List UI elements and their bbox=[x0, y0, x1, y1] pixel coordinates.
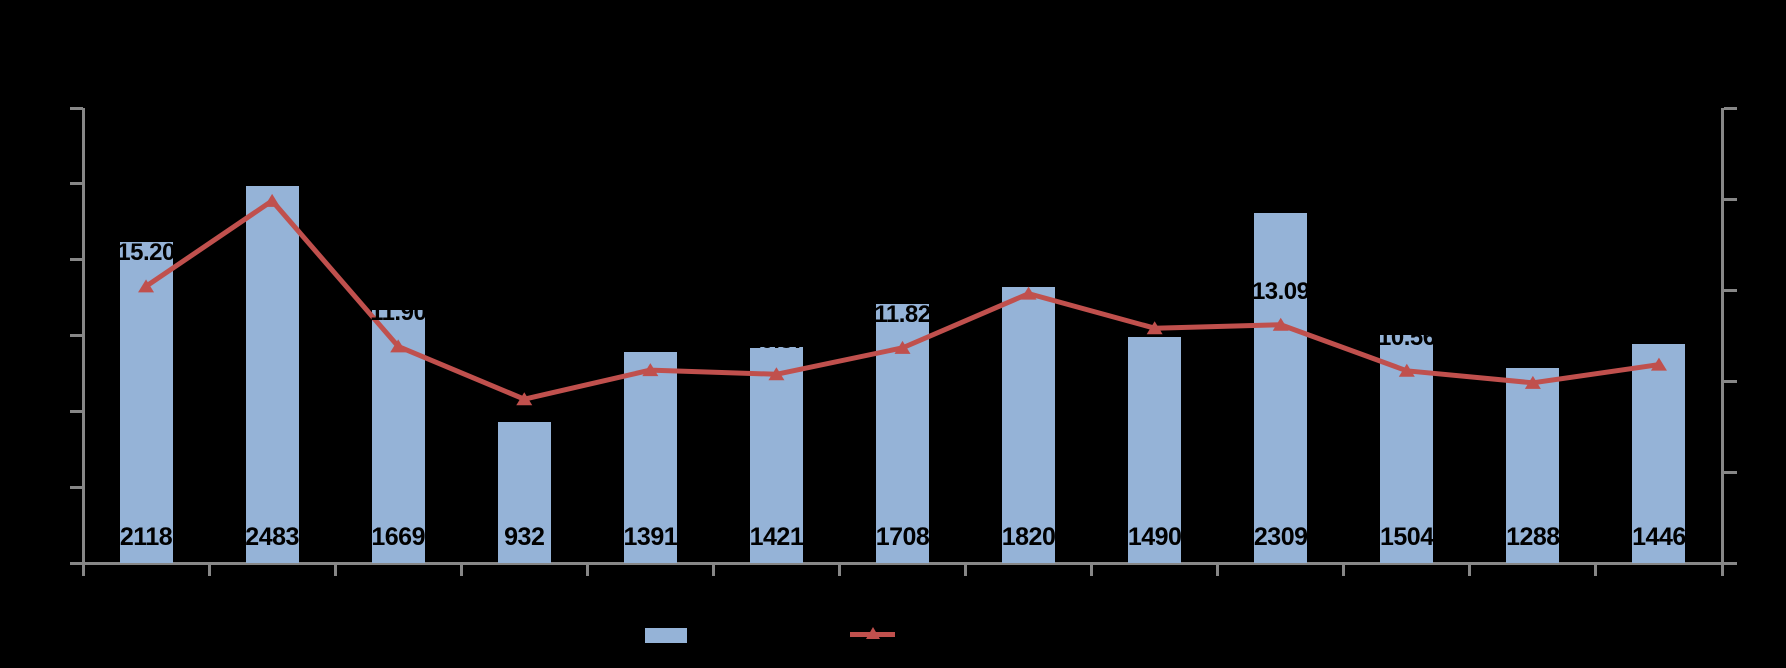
x-axis bbox=[75, 561, 1730, 565]
bar[interactable] bbox=[1632, 343, 1686, 563]
y-axis-right-tick bbox=[1723, 561, 1737, 565]
line-value-label: 15.20 bbox=[117, 239, 175, 267]
line-value-label: 19.90 bbox=[243, 153, 301, 181]
line-value-label: 10.37 bbox=[747, 327, 806, 355]
x-axis-tick bbox=[964, 563, 968, 576]
y-axis-right-tick bbox=[1723, 379, 1737, 383]
x-axis-tick bbox=[837, 563, 841, 576]
y-axis-left-tick bbox=[70, 106, 83, 110]
line-point-marker[interactable] bbox=[1020, 286, 1037, 300]
x-axis-tick bbox=[81, 563, 85, 576]
bar-value-label: 2483 bbox=[245, 523, 299, 551]
bar-value-label: 2309 bbox=[1253, 523, 1308, 551]
bar-value-label: 932 bbox=[504, 523, 545, 551]
bar-value-label: 1391 bbox=[623, 523, 678, 551]
bar[interactable] bbox=[1002, 286, 1056, 563]
line-value-label: 10.56 bbox=[1378, 323, 1436, 351]
x-axis-tick bbox=[711, 563, 715, 576]
line-value-label: 11.82 bbox=[874, 300, 931, 328]
bar-value-label: 1288 bbox=[1506, 523, 1560, 551]
bar-value-label: 1504 bbox=[1379, 523, 1434, 551]
y-axis-left-tick bbox=[70, 485, 83, 489]
y-axis-right-tick bbox=[1723, 288, 1737, 292]
y-axis-left bbox=[81, 108, 85, 571]
legend-triangle-marker-icon bbox=[866, 627, 880, 639]
line-point-marker[interactable] bbox=[1272, 317, 1289, 331]
line-value-label: 12.90 bbox=[1125, 281, 1184, 309]
x-axis-tick bbox=[333, 563, 337, 576]
line-value-label: 10.60 bbox=[621, 323, 680, 351]
line-point-marker[interactable] bbox=[390, 339, 407, 353]
line-point-marker[interactable] bbox=[642, 363, 659, 377]
line-point-marker[interactable] bbox=[264, 193, 281, 207]
bar[interactable] bbox=[1506, 367, 1560, 563]
bar-value-label: 1669 bbox=[371, 523, 425, 551]
line-value-label: 14.80 bbox=[999, 246, 1058, 274]
y-axis-left-tick bbox=[70, 409, 83, 413]
y-axis-right-tick bbox=[1723, 470, 1737, 474]
bar[interactable] bbox=[497, 421, 551, 563]
line-point-marker[interactable] bbox=[1650, 357, 1667, 371]
line-value-label: 13.09 bbox=[1251, 277, 1310, 305]
x-axis-tick bbox=[1594, 563, 1598, 576]
line-point-marker[interactable] bbox=[138, 279, 155, 293]
bar-value-label: 1421 bbox=[749, 523, 804, 551]
y-axis-right-tick bbox=[1723, 106, 1737, 110]
line-point-marker[interactable] bbox=[1146, 321, 1163, 335]
x-axis-tick bbox=[1342, 563, 1346, 576]
y-axis-left-tick bbox=[70, 258, 83, 262]
bar-value-label: 1820 bbox=[1001, 523, 1056, 551]
line-point-marker[interactable] bbox=[1524, 375, 1541, 389]
line-point-marker[interactable] bbox=[1398, 363, 1415, 377]
y-axis-left-tick bbox=[70, 182, 83, 186]
bar[interactable] bbox=[119, 241, 173, 563]
x-axis-tick bbox=[1720, 563, 1724, 576]
x-axis-tick bbox=[1216, 563, 1220, 576]
bar-value-label: 1446 bbox=[1632, 523, 1686, 551]
x-axis-tick bbox=[585, 563, 589, 576]
legend-bar-swatch[interactable] bbox=[645, 628, 687, 643]
line-value-label: 9.00 bbox=[501, 352, 547, 380]
bar-value-label: 1490 bbox=[1127, 523, 1182, 551]
y-axis-right bbox=[1720, 108, 1724, 571]
x-axis-tick bbox=[1468, 563, 1472, 576]
line-point-marker[interactable] bbox=[768, 367, 785, 381]
x-axis-tick bbox=[1090, 563, 1094, 576]
bar-value-label: 1708 bbox=[875, 523, 930, 551]
line-value-label: 10.90 bbox=[1630, 317, 1688, 345]
bar[interactable] bbox=[1254, 212, 1308, 563]
line-value-label: 9.90 bbox=[1510, 335, 1556, 363]
x-axis-tick bbox=[459, 563, 463, 576]
bar[interactable] bbox=[1128, 337, 1182, 563]
y-axis-left-tick bbox=[70, 561, 83, 565]
y-axis-right-tick bbox=[1723, 197, 1737, 201]
y-axis-left-tick bbox=[70, 334, 83, 337]
line-point-marker[interactable] bbox=[894, 340, 911, 354]
bar[interactable] bbox=[623, 352, 677, 563]
bar[interactable] bbox=[749, 347, 803, 563]
line-point-marker[interactable] bbox=[516, 392, 533, 406]
line-value-label: 11.90 bbox=[370, 299, 427, 327]
bar-value-label: 2118 bbox=[119, 523, 173, 551]
x-axis-tick bbox=[207, 563, 211, 576]
bar[interactable] bbox=[245, 186, 299, 563]
